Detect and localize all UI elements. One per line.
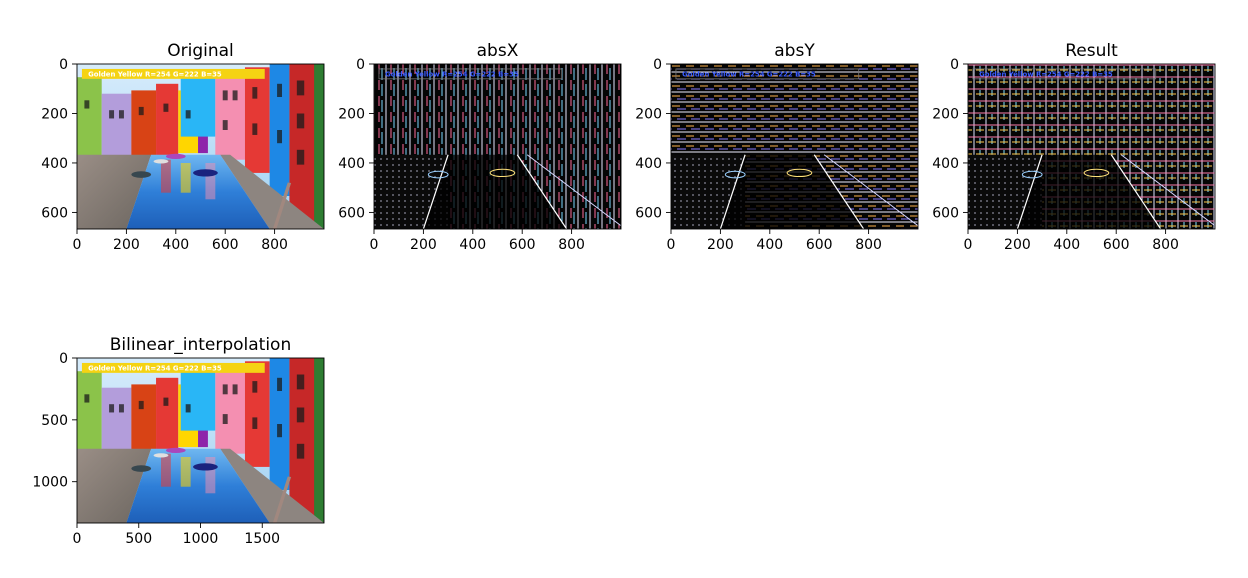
absx-xtick-label: 0	[370, 237, 379, 253]
absx-overlay-bar	[378, 68, 563, 80]
original-xtick-label: 800	[261, 237, 288, 253]
absy-image: Golden Yellow R=254 G=222 B=35	[671, 64, 918, 229]
original-xtick-label: 0	[73, 237, 82, 253]
result-xtick-label: 800	[1152, 237, 1179, 253]
absx-xtick-label: 400	[459, 237, 486, 253]
bilinear-title: Bilinear_interpolation	[110, 335, 291, 355]
absy-xtick-label: 800	[855, 237, 882, 253]
bilinear-xtick-label: 1500	[244, 531, 280, 547]
absy-xtick-label: 200	[707, 237, 734, 253]
result-ytick-label: 400	[932, 156, 959, 172]
subplot-bilinear: Golden Yellow R=254 G=222 B=35 Bilinear_i…	[32, 335, 325, 547]
original-ytick-label: 600	[41, 205, 68, 221]
original-overlay-text: Golden Yellow R=254 G=222 B=35	[88, 71, 222, 79]
absx-title: absX	[477, 41, 519, 61]
bilinear-overlay-bar	[81, 362, 265, 373]
subplot-absy: Golden Yellow R=254 G=222 B=35 absY 0 200 40…	[635, 41, 919, 253]
original-xtick-label: 400	[162, 237, 189, 253]
original-title: Original	[167, 41, 234, 61]
absx-axes-frame	[373, 63, 622, 230]
subplot-original: Golden Yellow R=254 G=222 B=35 Original 0 2…	[41, 41, 325, 253]
absx-ytick-label: 600	[338, 205, 365, 221]
original-ytick-label: 200	[41, 106, 68, 122]
bilinear-image: Golden Yellow R=254 G=222 B=35	[77, 358, 324, 523]
result-xtick-label: 200	[1004, 237, 1031, 253]
absx-image: Golden Yellow R=254 G=222 B=35	[374, 64, 621, 229]
subplot-absx: Golden Yellow R=254 G=222 B=35 absX 0 200 40…	[338, 41, 622, 253]
absy-xtick-label: 0	[667, 237, 676, 253]
absy-overlay-text: Golden Yellow R=254 G=222 B=35	[682, 71, 816, 79]
absx-xtick-label: 800	[558, 237, 585, 253]
absy-ytick-label: 400	[635, 156, 662, 172]
bilinear-xtick-label: 500	[125, 531, 152, 547]
absy-ytick-label: 0	[653, 57, 662, 73]
absx-overlay-text: Golden Yellow R=254 G=222 B=35	[385, 71, 519, 79]
result-xtick-label: 600	[1103, 237, 1130, 253]
absx-xtick-label: 600	[509, 237, 536, 253]
original-axes-frame	[76, 63, 325, 230]
absy-overlay-bar	[675, 68, 860, 80]
bilinear-ytick-label: 1000	[32, 475, 68, 491]
absy-ytick-label: 200	[635, 106, 662, 122]
absy-ytick-label: 600	[635, 205, 662, 221]
result-ytick-label: 600	[932, 205, 959, 221]
result-overlay-text: Golden Yellow R=254 G=222 B=35	[979, 71, 1113, 79]
absy-xtick-label: 600	[806, 237, 833, 253]
absy-title: absY	[774, 41, 815, 61]
original-ytick-label: 400	[41, 156, 68, 172]
bilinear-overlay-text: Golden Yellow R=254 G=222 B=35	[88, 365, 222, 373]
original-xtick-label: 600	[212, 237, 239, 253]
absx-ytick-label: 400	[338, 156, 365, 172]
bilinear-xtick-label: 1000	[183, 531, 219, 547]
absx-xtick-label: 200	[410, 237, 437, 253]
original-xtick-label: 200	[113, 237, 140, 253]
absy-axes-frame	[670, 63, 919, 230]
original-image: Golden Yellow R=254 G=222 B=35	[77, 64, 324, 229]
result-xtick-label: 0	[964, 237, 973, 253]
original-overlay-bar	[81, 68, 265, 79]
result-ytick-label: 200	[932, 106, 959, 122]
absx-ytick-label: 200	[338, 106, 365, 122]
original-ytick-label: 0	[59, 57, 68, 73]
bilinear-ytick-label: 0	[59, 351, 68, 367]
bilinear-xtick-label: 0	[73, 531, 82, 547]
result-ytick-label: 0	[950, 57, 959, 73]
absx-ytick-label: 0	[356, 57, 365, 73]
absy-xtick-label: 400	[756, 237, 783, 253]
result-axes-frame	[967, 63, 1216, 230]
result-image: Golden Yellow R=254 G=222 B=35	[968, 64, 1215, 229]
subplot-result: Golden Yellow R=254 G=222 B=35 Result 0 200…	[932, 41, 1216, 253]
result-xtick-label: 400	[1053, 237, 1080, 253]
result-title: Result	[1065, 41, 1118, 61]
bilinear-ytick-label: 500	[41, 413, 68, 429]
result-overlay-bar	[972, 68, 1157, 80]
